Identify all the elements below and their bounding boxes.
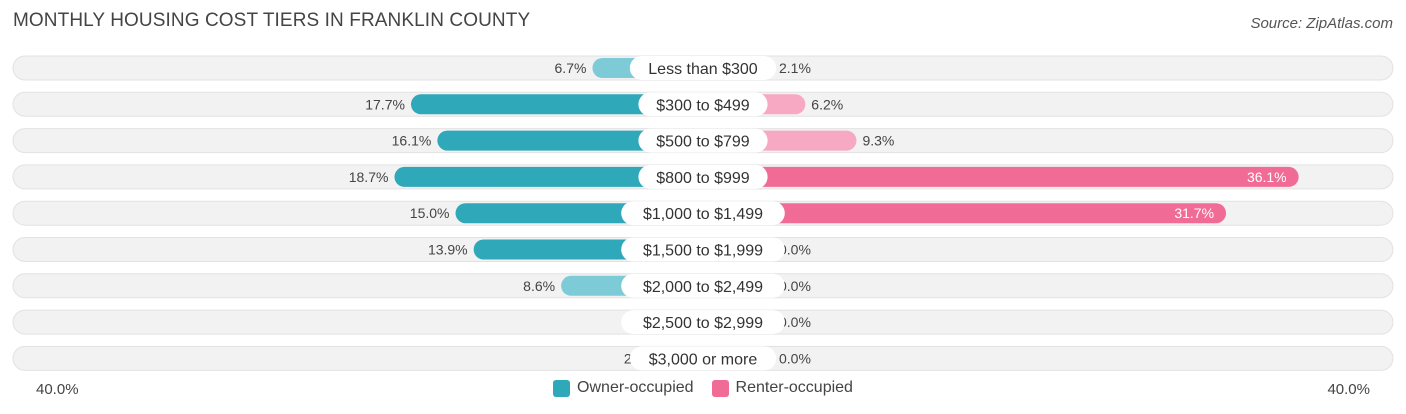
category-label: $800 to $999 — [656, 170, 750, 187]
renter-value-label: 36.1% — [1247, 169, 1287, 185]
category-pill — [629, 56, 777, 80]
category-label: $500 to $799 — [656, 134, 750, 151]
category-pill — [638, 164, 768, 189]
owner-value-label: 8.6% — [523, 278, 555, 294]
renter-value-label: 2.1% — [779, 60, 811, 76]
category-label: $2,000 to $2,499 — [643, 279, 763, 296]
category-label: $300 to $499 — [656, 97, 750, 114]
owner-value-label: 17.7% — [365, 96, 405, 112]
axis-left-label: 40.0% — [36, 381, 79, 398]
renter-bar[interactable] — [693, 166, 1299, 187]
owner-value-label: 13.9% — [428, 242, 468, 258]
category-pill — [638, 92, 768, 117]
category-pill — [621, 310, 785, 335]
category-label: $1,500 to $1,999 — [643, 243, 763, 260]
category-pill — [621, 273, 785, 298]
owner-value-label: 6.7% — [555, 60, 587, 76]
owner-value-label: 15.0% — [410, 205, 450, 221]
category-pill — [638, 128, 768, 153]
category-pill — [621, 237, 785, 262]
owner-value-label: 16.1% — [392, 133, 432, 149]
category-label: $2,500 to $2,999 — [643, 315, 763, 332]
category-label: $3,000 or more — [649, 351, 758, 368]
chart-title: MONTHLY HOUSING COST TIERS IN FRANKLIN C… — [13, 10, 531, 31]
renter-value-label: 0.0% — [779, 350, 811, 366]
renter-value-label: 31.7% — [1174, 205, 1214, 221]
legend-owner[interactable]: Owner-occupied — [553, 379, 694, 397]
category-label: Less than $300 — [648, 61, 758, 78]
renter-value-label: 6.2% — [811, 96, 843, 112]
chart-source: Source: ZipAtlas.com — [1250, 15, 1393, 32]
owner-bar[interactable] — [410, 94, 713, 115]
axis-right-label: 40.0% — [1327, 381, 1370, 398]
legend-renter-swatch — [711, 379, 729, 397]
renter-value-label: 0.0% — [779, 278, 811, 294]
legend-owner-swatch — [553, 379, 571, 397]
legend: Owner-occupied Renter-occupied — [0, 379, 1406, 397]
category-label: $1,000 to $1,499 — [643, 206, 763, 223]
renter-bar[interactable] — [693, 203, 1227, 224]
legend-owner-label: Owner-occupied — [577, 379, 694, 396]
owner-bar[interactable] — [394, 166, 713, 187]
category-pill — [621, 201, 785, 226]
owner-value-label: 18.7% — [349, 169, 389, 185]
renter-value-label: 0.0% — [779, 242, 811, 258]
legend-renter-label: Renter-occupied — [735, 379, 853, 396]
legend-renter[interactable]: Renter-occupied — [711, 379, 853, 397]
renter-value-label: 9.3% — [862, 133, 894, 149]
renter-value-label: 0.0% — [779, 314, 811, 330]
category-pill — [629, 346, 777, 371]
